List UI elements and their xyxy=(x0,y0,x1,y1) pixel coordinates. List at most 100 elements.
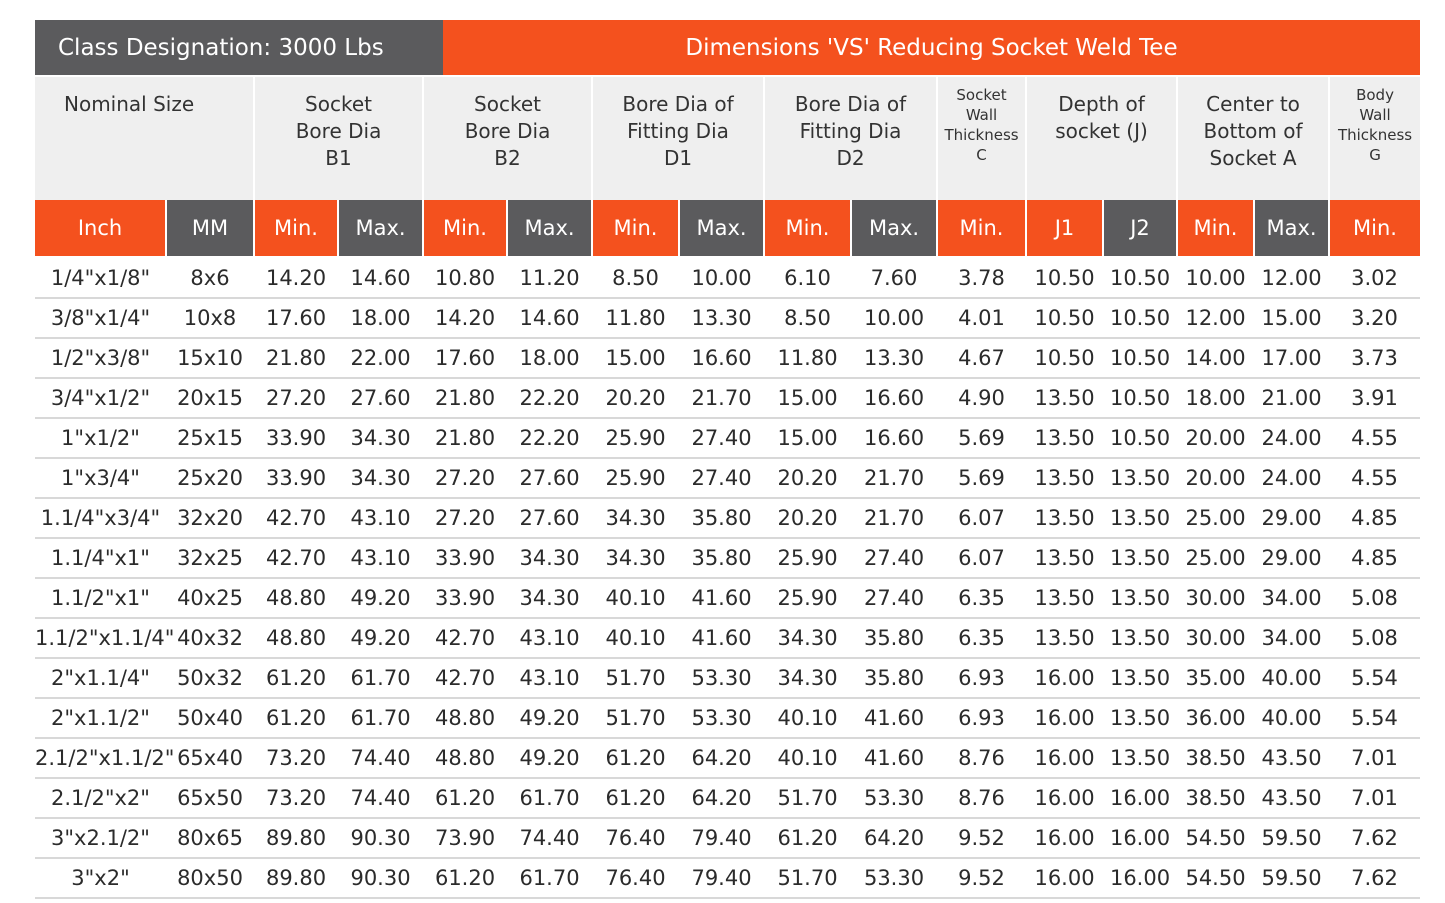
table-cell: 10.50 xyxy=(1103,256,1178,299)
table-cell: 6.35 xyxy=(937,578,1027,619)
table-cell: 61.70 xyxy=(507,778,593,819)
subheader-cell: Min. xyxy=(1177,200,1256,256)
table-cell: 16.60 xyxy=(851,418,938,459)
table-cell: 90.30 xyxy=(338,858,424,899)
table-cell: 61.20 xyxy=(423,778,508,819)
table-cell: 16.00 xyxy=(1026,738,1104,779)
table-cell: 3.20 xyxy=(1329,298,1421,339)
table-cell: 3"x2.1/2" xyxy=(35,818,166,859)
dimensions-table: Nominal Size Socket Bore Dia B1 Socket Bor… xyxy=(35,75,1421,899)
table-cell: 25x15 xyxy=(166,418,255,459)
table-cell: 11.80 xyxy=(592,298,680,339)
table-row: 1/2"x3/8" 15x10 21.80 22.00 17.60 18.00 15.00 1… xyxy=(35,338,1421,379)
table-cell: 43.10 xyxy=(507,658,593,699)
table-cell: 17.00 xyxy=(1254,338,1330,379)
table-cell: 89.80 xyxy=(254,858,339,899)
table-cell: 5.54 xyxy=(1329,698,1421,739)
table-cell: 13.50 xyxy=(1103,658,1178,699)
table-cell: 14.20 xyxy=(423,298,508,339)
column-header: Nominal Size xyxy=(35,75,256,200)
table-cell: 15.00 xyxy=(592,338,680,379)
table-cell: 4.85 xyxy=(1329,538,1421,579)
table-row: 3"x2" 80x50 89.80 90.30 61.20 61.70 76.40 79.40… xyxy=(35,858,1421,899)
table-cell: 8.50 xyxy=(764,298,852,339)
table-cell: 49.20 xyxy=(507,698,593,739)
table-cell: 1.1/2"x1" xyxy=(35,578,166,619)
table-cell: 16.60 xyxy=(851,378,938,419)
subheader-cell: J2 xyxy=(1103,200,1179,256)
table-cell: 4.55 xyxy=(1329,458,1421,499)
table-cell: 27.40 xyxy=(679,418,765,459)
table-cell: 18.00 xyxy=(338,298,424,339)
subheader-cell: J1 xyxy=(1026,200,1105,256)
table-cell: 14.60 xyxy=(507,298,593,339)
table-cell: 65x50 xyxy=(166,778,255,819)
table-cell: 24.00 xyxy=(1254,418,1330,459)
table-cell: 27.20 xyxy=(423,458,508,499)
table-cell: 59.50 xyxy=(1254,818,1330,859)
table-cell: 27.20 xyxy=(423,498,508,539)
table-cell: 13.50 xyxy=(1026,538,1104,579)
table-cell: 22.20 xyxy=(507,378,593,419)
table-cell: 16.00 xyxy=(1026,658,1104,699)
table-cell: 25.90 xyxy=(592,458,680,499)
subheader-cell: Min. xyxy=(592,200,681,256)
table-cell: 8.50 xyxy=(592,256,680,299)
table-cell: 11.80 xyxy=(764,338,852,379)
table-cell: 10.00 xyxy=(1177,256,1255,299)
table-cell: 13.50 xyxy=(1026,578,1104,619)
table-cell: 7.62 xyxy=(1329,858,1421,899)
table-cell: 54.50 xyxy=(1177,858,1255,899)
table-cell: 41.60 xyxy=(851,738,938,779)
table-cell: 13.50 xyxy=(1026,378,1104,419)
table-cell: 76.40 xyxy=(592,858,680,899)
table-cell: 89.80 xyxy=(254,818,339,859)
table-cell: 16.00 xyxy=(1103,778,1178,819)
table-cell: 73.20 xyxy=(254,738,339,779)
table-cell: 90.30 xyxy=(338,818,424,859)
table-cell: 76.40 xyxy=(592,818,680,859)
table-cell: 40.10 xyxy=(764,698,852,739)
table-cell: 17.60 xyxy=(423,338,508,379)
table-cell: 79.40 xyxy=(679,858,765,899)
table-cell: 13.50 xyxy=(1103,578,1178,619)
table-cell: 1"x3/4" xyxy=(35,458,166,499)
table-cell: 2"x1.1/4" xyxy=(35,658,166,699)
table-cell: 22.20 xyxy=(507,418,593,459)
table-cell: 13.30 xyxy=(851,338,938,379)
table-cell: 2.1/2"x2" xyxy=(35,778,166,819)
table-cell: 10.50 xyxy=(1103,338,1178,379)
table-cell: 54.50 xyxy=(1177,818,1255,859)
table-cell: 16.00 xyxy=(1026,778,1104,819)
table-cell: 40.10 xyxy=(764,738,852,779)
subheader-cell: Min. xyxy=(937,200,1028,256)
column-header: Socket Bore Dia B2 xyxy=(423,75,594,200)
table-cell: 33.90 xyxy=(254,458,339,499)
table-cell: 49.20 xyxy=(338,578,424,619)
table-row: 1"x1/2" 25x15 33.90 34.30 21.80 22.20 25.90 27.… xyxy=(35,418,1421,459)
table-cell: 40.00 xyxy=(1254,658,1330,699)
table-cell: 25.90 xyxy=(764,538,852,579)
table-cell: 18.00 xyxy=(1177,378,1255,419)
table-cell: 33.90 xyxy=(423,578,508,619)
table-cell: 1.1/4"x3/4" xyxy=(35,498,166,539)
table-cell: 16.00 xyxy=(1103,858,1178,899)
subheader-cell: Inch xyxy=(35,200,167,256)
table-cell: 4.85 xyxy=(1329,498,1421,539)
table-cell: 65x40 xyxy=(166,738,255,779)
table-cell: 53.30 xyxy=(851,778,938,819)
column-header: Body Wall Thickness G xyxy=(1329,75,1421,200)
table-cell: 51.70 xyxy=(592,698,680,739)
table-cell: 79.40 xyxy=(679,818,765,859)
table-cell: 3.91 xyxy=(1329,378,1421,419)
table-cell: 13.50 xyxy=(1103,698,1178,739)
table-cell: 7.60 xyxy=(851,256,938,299)
table-cell: 1"x1/2" xyxy=(35,418,166,459)
subheader-row: Inch MM Min. Max. Min. Max. Min. Max. Min. Max. Mi… xyxy=(35,200,1421,256)
table-cell: 41.60 xyxy=(679,618,765,659)
table-cell: 14.20 xyxy=(254,256,339,299)
table-cell: 14.60 xyxy=(338,256,424,299)
table-cell: 61.20 xyxy=(254,658,339,699)
table-cell: 7.62 xyxy=(1329,818,1421,859)
table-cell: 73.20 xyxy=(254,778,339,819)
